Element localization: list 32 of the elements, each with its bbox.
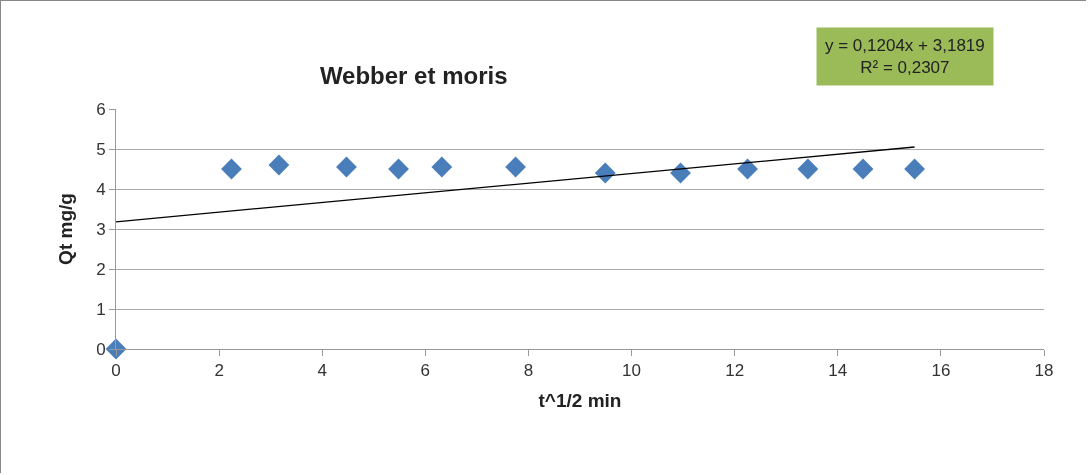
text: R² = 0,2307 [860,58,950,78]
y-axis-title: Qt mg/g [54,193,76,265]
x-tick-label: 4 [317,361,327,381]
x-tick-label: 16 [931,361,951,381]
x-tick-label: 18 [1034,361,1054,381]
point [797,158,819,180]
x-tick-label: 0 [111,361,121,381]
point [388,158,409,180]
y-tick-label: 4 [96,179,106,199]
x-tick-label: 10 [622,361,642,381]
point [268,154,290,176]
y-tick-label: 3 [96,219,106,239]
point [336,156,357,178]
y-tick-label: 0 [96,339,106,359]
y-tick-label: 5 [96,139,106,159]
point [852,158,874,180]
y-tick-label: 6 [96,99,106,119]
point [221,158,242,180]
text: y = 0,1204x + 3,1819 [825,36,985,55]
point [431,156,453,178]
x-tick-label: 12 [725,361,745,381]
x-tick-label: 6 [420,361,431,381]
x-axis-title: t^1/2 min [538,390,622,412]
x-tick-label: 14 [828,361,848,381]
y-tick-label: 2 [96,259,106,279]
point [904,158,925,180]
y-tick-label: 1 [96,299,106,319]
x-tick-label: 8 [523,361,534,381]
x-tick-label: 2 [214,361,224,381]
point [594,162,616,184]
chart-title: Webber et moris [319,62,508,90]
point [505,156,526,178]
